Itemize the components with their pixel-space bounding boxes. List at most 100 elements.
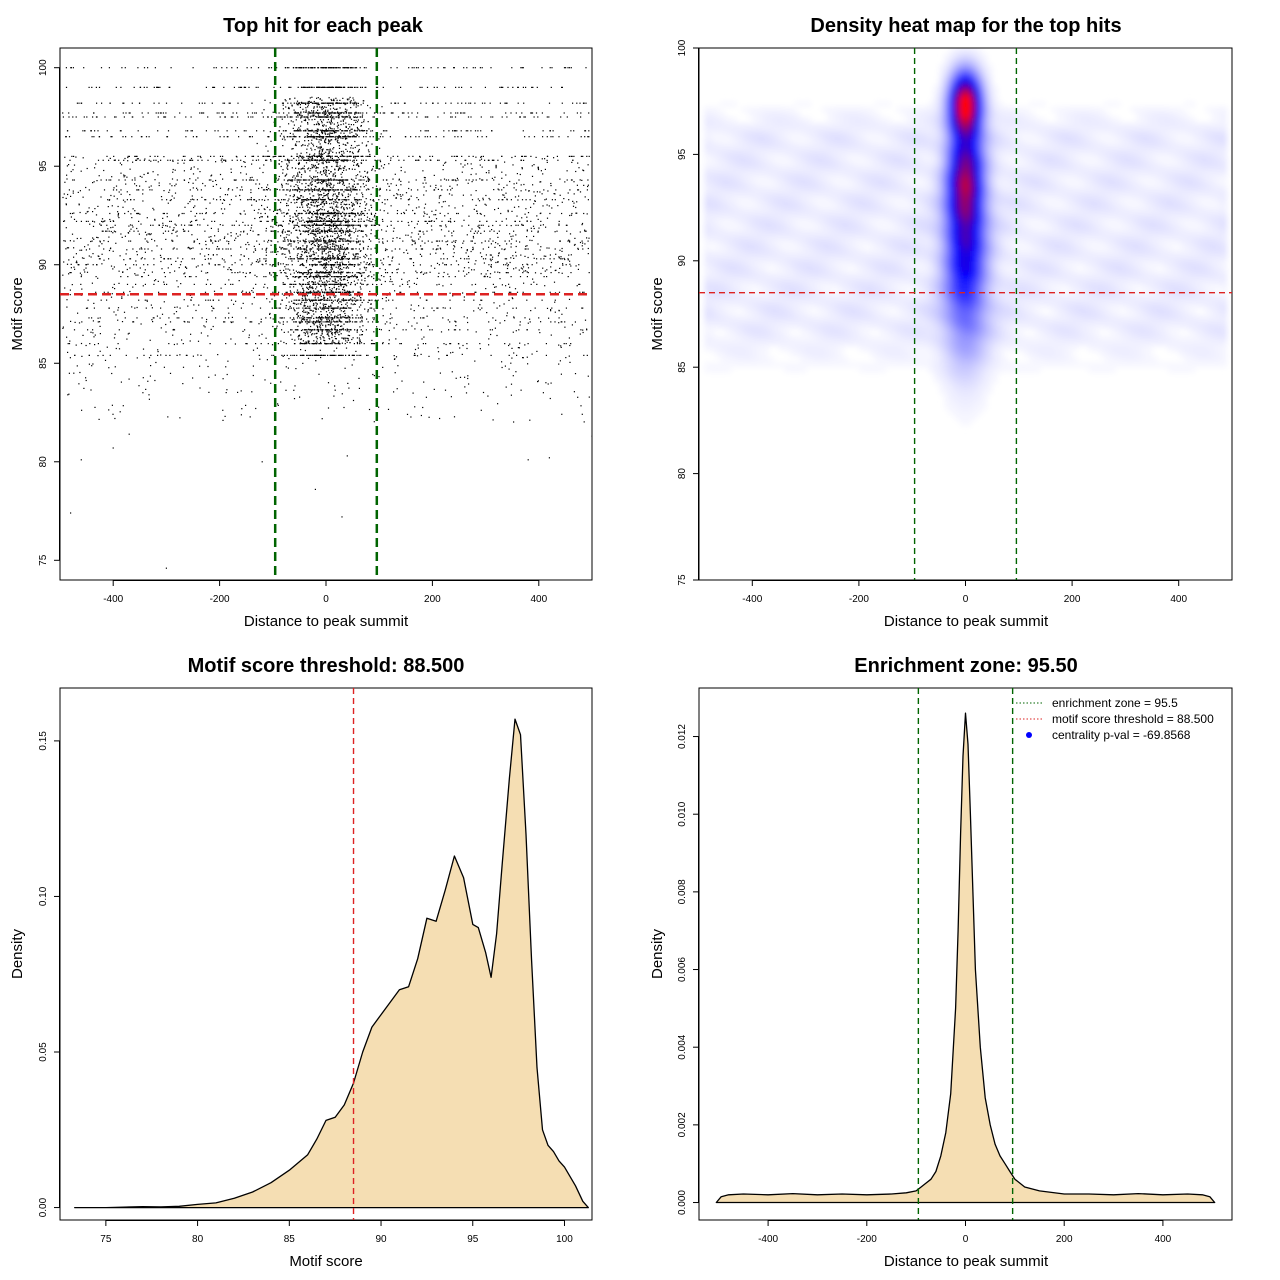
scatter-point-2630: [344, 264, 346, 266]
scatter-point-1488: [315, 179, 317, 181]
scatter-point-3974: [124, 175, 126, 177]
scatter-point-3350: [307, 321, 309, 323]
scatter-point-4466: [514, 220, 516, 222]
scatter-point-2404: [331, 248, 333, 250]
scatter-point-4333: [431, 229, 433, 231]
scatter-point-4785: [176, 343, 178, 345]
scatter-point-2532: [370, 258, 372, 260]
scatter-point-602: [343, 112, 345, 114]
scatter-point-1469: [345, 179, 347, 181]
scatter-point-3131: [276, 307, 278, 309]
scatter-point-1844: [332, 212, 334, 215]
scatter-point-2644: [351, 264, 353, 266]
scatter-point-4259: [554, 301, 556, 303]
scatter-point-4469: [228, 241, 230, 243]
scatter-point-693: [287, 116, 289, 118]
scatter-point-4393: [570, 265, 572, 267]
scatter-point-4154: [428, 216, 430, 218]
scatter-point-3501: [356, 343, 359, 345]
scatter-point-1517: [441, 189, 443, 191]
scatter-point-2832: [144, 283, 146, 285]
scatter-point-351: [131, 102, 133, 104]
scatter-point-1170: [347, 155, 349, 157]
scatter-point-4403: [136, 158, 138, 160]
scatter-point-775: [363, 130, 365, 132]
scatter-point-1273: [300, 159, 302, 161]
scatter-point-3696: [155, 361, 157, 364]
scatter-point-1902: [429, 220, 431, 222]
scatter-point-531: [179, 112, 181, 114]
scatter-point-3165: [337, 307, 339, 309]
scatter-point-4280: [150, 185, 152, 187]
scatter-point-1490: [367, 179, 369, 181]
scatter-point-3628: [348, 354, 350, 356]
scatter-point-1104: [580, 155, 582, 157]
scatter-point-3004: [344, 291, 346, 293]
scatter-point-2196: [348, 230, 350, 232]
scatter-point-4132: [68, 273, 70, 275]
scatter-point-4959: [402, 194, 404, 196]
scatter-point-3734: [81, 288, 83, 290]
scatter-point-2586: [522, 264, 524, 266]
scatter-point-2251: [217, 240, 220, 242]
scatter-point-3282: [550, 321, 552, 323]
scatter-point-4370: [75, 261, 77, 263]
scatter-point-4890: [374, 214, 376, 216]
scatter-point-2657: [305, 272, 307, 274]
scatter-point-4351: [62, 196, 64, 199]
scatter-point-3102: [179, 307, 181, 309]
scatter-point-1066: [210, 155, 212, 157]
scatter-point-3432: [294, 329, 296, 331]
scatter-point-1216: [139, 159, 141, 161]
scatter-point-908: [310, 130, 312, 132]
scatter-point-4508: [103, 240, 105, 242]
scatter-point-2641: [322, 264, 324, 266]
scatter-point-4079: [251, 290, 253, 292]
scatter-point-1599: [332, 189, 334, 191]
scatter-point-2552: [382, 264, 384, 266]
scatter-point-1880: [260, 220, 262, 222]
scatter-point-4239: [172, 171, 174, 173]
scatter-point-4975: [467, 255, 470, 257]
scatter-point-3287: [367, 321, 369, 323]
scatter-point-1900: [558, 220, 560, 222]
scatter-point-2987: [312, 291, 314, 293]
scatter-point-962: [145, 136, 148, 138]
scatter-point-4757: [165, 225, 167, 227]
scatter-point-1672: [284, 199, 286, 201]
scatter-point-766: [205, 130, 207, 132]
scatter-point-3761: [67, 193, 69, 196]
scatter-point-379: [489, 102, 491, 104]
scatter-point-195: [212, 86, 214, 88]
scatter-point-1535: [250, 189, 252, 191]
scatter-point-3682: [183, 299, 185, 301]
scatter-point-4510: [439, 247, 441, 249]
scatter-point-4452: [438, 197, 440, 199]
scatter-point-2642: [348, 264, 350, 266]
scatter-point-4870: [114, 159, 116, 161]
scatter-point-2129: [584, 230, 586, 232]
scatter-point-4894: [476, 232, 478, 234]
scatter-point-21: [411, 67, 413, 69]
scatter-point-4027: [586, 213, 588, 215]
scatter-point-1250: [488, 159, 490, 161]
scatter-point-1514: [231, 189, 234, 191]
scatter-point-3051: [298, 299, 300, 301]
scatter-point-3744: [509, 233, 511, 235]
scatter-point-58: [336, 67, 338, 69]
scatter-point-2074: [338, 224, 340, 226]
scatter-point-4114: [497, 403, 499, 405]
scatter-point-4050: [405, 234, 407, 236]
scatter-point-4072: [213, 307, 215, 310]
scatter-point-1866: [501, 220, 503, 222]
scatter-point-608: [523, 116, 525, 118]
scatter-point-3619: [327, 354, 329, 356]
scatter-point-3717: [537, 243, 539, 245]
scatter-point-722: [290, 116, 292, 118]
scatter-point-3329: [351, 321, 354, 323]
scatter-point-4990: [542, 267, 544, 269]
scatter-point-4882: [455, 159, 457, 162]
scatter-point-4059: [135, 274, 137, 276]
scatter-point-3826: [281, 212, 283, 214]
scatter-point-3139: [335, 307, 337, 309]
